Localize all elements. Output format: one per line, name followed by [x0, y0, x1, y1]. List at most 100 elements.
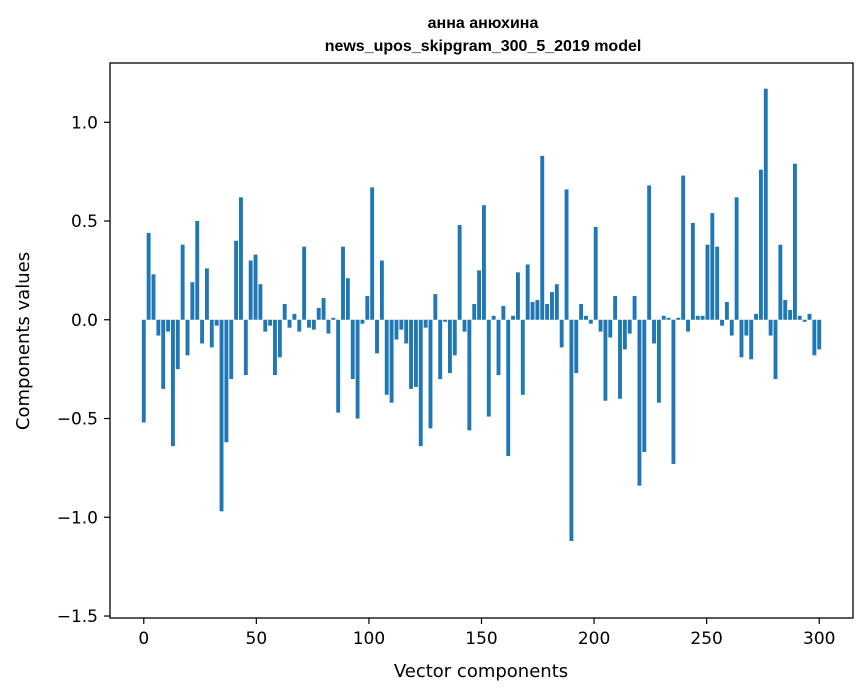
bar — [763, 88, 768, 320]
x-tick-label: 250 — [690, 629, 722, 649]
bar — [739, 319, 744, 358]
bar — [627, 319, 632, 334]
plot-area-frame — [109, 62, 854, 619]
bar — [151, 274, 156, 320]
bar — [603, 319, 608, 401]
bar — [243, 319, 248, 376]
bar — [365, 296, 370, 320]
y-tick-label: −1.0 — [57, 508, 98, 528]
bar — [588, 319, 593, 324]
bar — [676, 317, 681, 320]
chart-title-line1: анна анюхина — [428, 15, 539, 32]
bar — [710, 213, 715, 320]
bar — [253, 254, 258, 320]
bar — [506, 319, 511, 457]
bar-series — [141, 88, 822, 541]
bar — [161, 319, 166, 389]
bar — [705, 244, 710, 320]
bar — [263, 319, 268, 332]
bar — [277, 319, 282, 358]
bar — [379, 260, 384, 320]
bar — [559, 319, 564, 348]
x-tick-label: 200 — [578, 629, 610, 649]
bar — [686, 319, 690, 332]
bar — [311, 319, 316, 330]
bar — [268, 319, 273, 326]
bar — [530, 301, 535, 320]
bar — [234, 240, 239, 320]
bar — [428, 319, 433, 429]
bar — [282, 303, 287, 320]
bar — [690, 222, 695, 320]
chart-title-line2: news_upos_skipgram_300_5_2019 model — [325, 38, 642, 55]
bar — [457, 224, 462, 320]
bar — [418, 319, 423, 447]
bar — [754, 313, 758, 320]
x-axis-ticks: 0 50 100 150 200 250 300 — [138, 618, 835, 649]
bar — [574, 319, 579, 374]
bar — [443, 319, 447, 322]
bar — [185, 319, 190, 356]
bar — [744, 319, 749, 336]
bar — [613, 296, 618, 320]
bar — [768, 319, 773, 336]
bar — [229, 319, 234, 380]
bar — [345, 278, 350, 320]
bar — [598, 319, 603, 332]
bar — [632, 296, 637, 320]
bar — [175, 319, 180, 370]
y-tick-label: −0.5 — [57, 410, 98, 430]
bar — [467, 319, 472, 431]
bar — [618, 319, 622, 399]
bar — [778, 244, 783, 320]
bar — [569, 319, 574, 541]
bar — [593, 226, 598, 320]
bar — [520, 319, 525, 395]
y-tick-label: 0.5 — [71, 212, 98, 232]
bar — [516, 272, 520, 320]
y-tick-label: 1.0 — [71, 113, 98, 133]
bar — [239, 197, 243, 320]
bar — [423, 319, 428, 328]
bar — [141, 319, 146, 423]
bar — [452, 319, 457, 356]
bar — [720, 319, 724, 326]
bar — [758, 169, 763, 320]
bar — [316, 307, 321, 320]
bar — [355, 319, 360, 419]
bar — [681, 175, 686, 320]
bar — [331, 317, 336, 320]
bar — [550, 292, 554, 320]
bar — [807, 313, 812, 320]
bar — [394, 319, 399, 340]
bar — [695, 315, 700, 320]
bar — [224, 319, 229, 443]
bar — [773, 319, 778, 380]
bar — [248, 260, 253, 320]
bar — [652, 319, 656, 344]
bar — [481, 205, 486, 320]
bar — [307, 319, 311, 328]
bar — [297, 319, 302, 332]
bar — [724, 301, 729, 320]
bar — [579, 303, 584, 320]
bar — [156, 319, 161, 336]
bar — [637, 319, 642, 486]
bar — [715, 246, 720, 320]
bar — [554, 284, 559, 320]
x-tick-label: 100 — [353, 629, 385, 649]
y-axis-ticks: 1.0 0.5 0.0 −0.5 −1.0 −1.5 — [57, 113, 110, 627]
bar — [341, 246, 345, 320]
bar — [180, 244, 185, 320]
bar — [788, 309, 793, 320]
bar — [525, 264, 530, 320]
bar — [166, 319, 171, 332]
bar — [360, 319, 365, 324]
bar — [219, 319, 224, 512]
bar — [209, 319, 214, 348]
x-axis-label: Vector components — [394, 661, 568, 682]
bar — [666, 317, 671, 320]
bar — [749, 319, 754, 360]
y-tick-label: 0.0 — [71, 311, 98, 331]
